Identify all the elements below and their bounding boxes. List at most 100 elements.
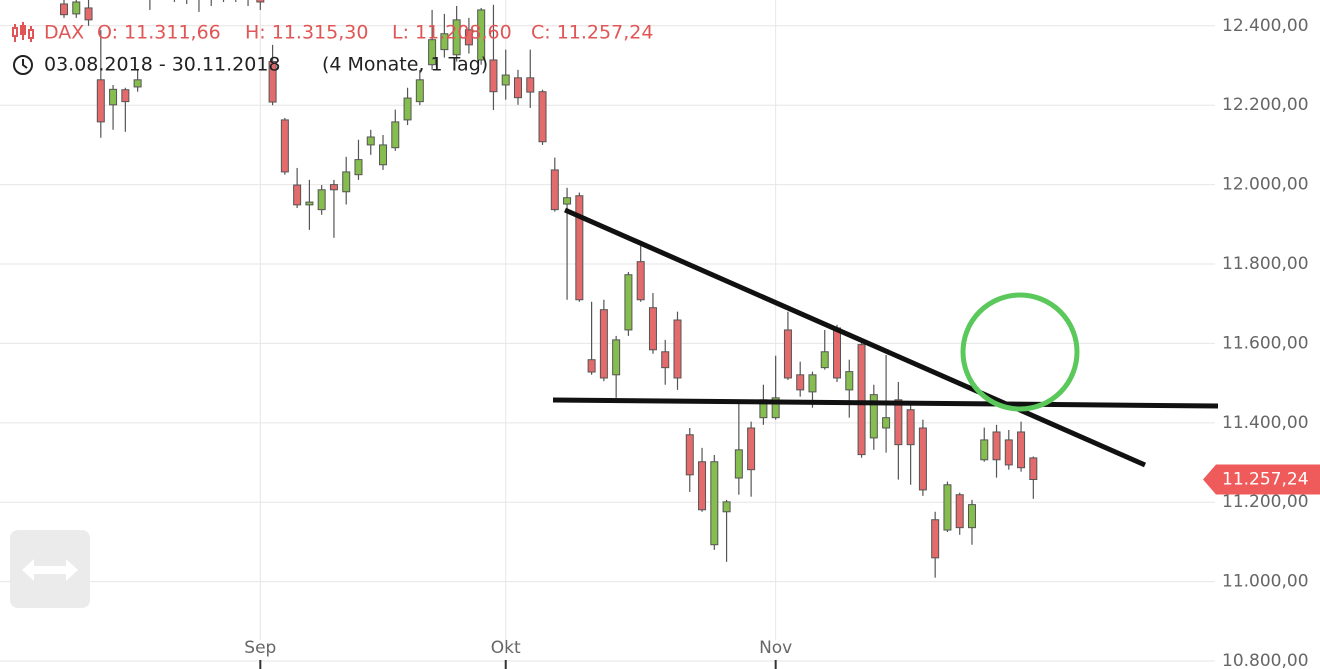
candle-body	[256, 0, 265, 3]
candle-body	[538, 91, 547, 143]
candle-icon	[12, 22, 34, 42]
candle-body	[992, 431, 1001, 461]
candle-body	[415, 79, 424, 103]
candle-body	[550, 169, 559, 211]
candle-body	[575, 195, 584, 301]
high-label: H: 11.315,30	[245, 22, 368, 44]
clock-icon	[13, 55, 33, 75]
candle-body	[354, 159, 363, 176]
candle-body	[1017, 431, 1026, 469]
candle-body	[894, 399, 903, 446]
y-tick-label: 11.200,00	[1222, 492, 1309, 512]
candle-body	[366, 136, 375, 146]
candle-body	[280, 119, 289, 173]
axis: 10.800,00 11.000,00 11.200,00 11.400,00 11.6…	[244, 16, 1320, 669]
candle-body	[1029, 457, 1038, 481]
candle-body	[710, 461, 719, 546]
candle-body	[624, 274, 633, 331]
y-tick-label: 12.200,00	[1222, 95, 1309, 115]
header: DAX O: 11.311,66 H: 11.315,30 L: 11.208,…	[12, 22, 653, 76]
highlight-circle	[960, 292, 1080, 412]
candle-body	[563, 197, 572, 205]
symbol: DAX	[44, 22, 84, 44]
candle-body	[734, 449, 743, 479]
y-tick-label: 11.800,00	[1222, 254, 1309, 274]
candle-body	[612, 339, 621, 376]
range-info: (4 Monate, 1 Tag)	[322, 54, 488, 76]
candle-body	[96, 79, 105, 123]
candle-body	[636, 261, 645, 301]
candle-body	[109, 88, 118, 106]
candle-body	[72, 1, 81, 15]
candle-body	[329, 184, 338, 191]
candle-body	[305, 201, 314, 206]
candle-body	[317, 189, 326, 211]
candle-body	[587, 359, 596, 373]
date-range: 03.08.2018 - 30.11.2018	[44, 54, 281, 76]
candle-body	[342, 171, 351, 193]
candle-body	[747, 427, 756, 471]
candle-body	[84, 7, 93, 21]
open-label: O: 11.311,66	[97, 22, 221, 44]
candle-body	[796, 374, 805, 391]
candle-body	[379, 144, 388, 166]
candle-body	[391, 121, 400, 149]
trend-line	[563, 207, 1147, 468]
candles	[60, 0, 1038, 578]
candle-body	[685, 434, 694, 476]
y-tick-label: 10.800,00	[1222, 651, 1309, 669]
candle-body	[918, 427, 927, 491]
candle-body	[526, 77, 535, 93]
candle-body	[833, 327, 842, 379]
candle-body	[428, 39, 437, 66]
last-price-label: 11.257,24	[1222, 470, 1309, 490]
candle-body	[967, 504, 976, 529]
y-tick-label: 11.400,00	[1222, 413, 1309, 433]
y-tick-label: 11.000,00	[1222, 572, 1309, 592]
candle-body	[980, 439, 989, 461]
last-price-tag	[1203, 464, 1320, 495]
candle-body	[722, 501, 731, 513]
candle-body	[857, 344, 866, 456]
candle-body	[882, 417, 891, 429]
candle-body	[477, 9, 486, 61]
candle-body	[403, 97, 412, 121]
candle-body	[955, 494, 964, 529]
candle-body	[440, 33, 449, 51]
close-label: C: 11.257,24	[531, 22, 653, 44]
candle-body	[133, 79, 142, 88]
candle-body	[869, 394, 878, 439]
button-arrow[interactable]	[22, 559, 78, 581]
x-tick-label: Sep	[244, 638, 276, 658]
candle-body	[60, 3, 68, 16]
candle-body	[906, 409, 915, 446]
candle-body	[648, 307, 657, 351]
low-label: L: 11.208,60	[392, 22, 512, 44]
candle-body	[489, 59, 498, 93]
candle-body	[501, 74, 510, 86]
candle-body	[1004, 439, 1013, 466]
candle-body	[771, 397, 780, 419]
candle-body	[698, 461, 707, 511]
candle-body	[513, 77, 522, 99]
candle-body	[268, 61, 277, 103]
drawings	[552, 207, 1219, 468]
candle-body	[464, 29, 473, 46]
x-tick-label: Okt	[491, 638, 521, 658]
candle-body	[661, 351, 670, 369]
candle-body	[673, 319, 682, 379]
candle-body	[121, 89, 130, 103]
candle-body	[808, 374, 817, 393]
candle-body	[845, 371, 854, 391]
scroll-button[interactable]	[10, 530, 90, 608]
support-line	[552, 397, 1219, 409]
candle-body	[599, 309, 608, 379]
x-tick-label: Nov	[759, 638, 792, 658]
y-tick-label: 11.600,00	[1222, 333, 1309, 353]
candle-body	[452, 19, 461, 56]
candle-body	[783, 329, 792, 379]
y-tick-label: 12.000,00	[1222, 175, 1309, 195]
candle-body	[931, 519, 940, 559]
candle-body	[820, 351, 829, 369]
